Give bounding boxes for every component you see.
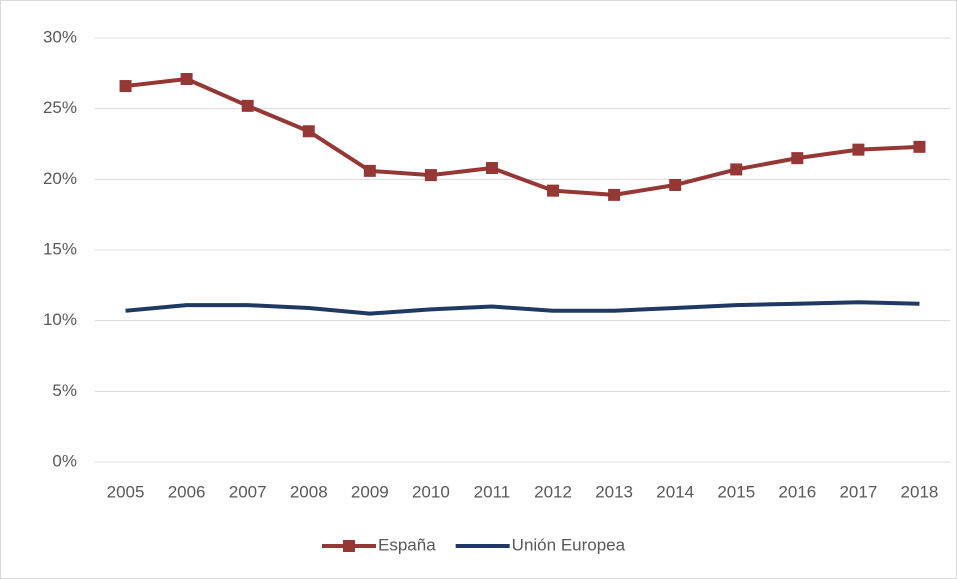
x-tick-label: 2007 (229, 482, 267, 501)
point-marker (608, 188, 621, 201)
x-tick-label: 2016 (778, 482, 816, 501)
x-tick-label: 2014 (656, 482, 694, 501)
y-tick-label: 30% (43, 27, 77, 46)
point-marker (241, 99, 254, 112)
x-tick-label: 2008 (290, 482, 328, 501)
point-marker (913, 140, 926, 153)
point-marker (485, 162, 498, 175)
x-tick-label: 2013 (595, 482, 633, 501)
x-tick-label: 2017 (839, 482, 877, 501)
x-tick-label: 2011 (474, 482, 511, 501)
legend-label: España (378, 535, 436, 554)
y-tick-label: 10% (43, 310, 77, 329)
y-tick-label: 5% (52, 381, 77, 400)
x-tick-label: 2018 (901, 482, 939, 501)
x-tick-label: 2015 (717, 482, 755, 501)
y-tick-label: 0% (52, 451, 77, 470)
point-marker (547, 184, 560, 197)
point-marker (730, 163, 743, 176)
x-tick-label: 2005 (107, 482, 145, 501)
point-marker (180, 72, 193, 85)
series-line (125, 76, 920, 197)
y-tick-label: 15% (43, 239, 77, 258)
x-tick-label: 2006 (168, 482, 206, 501)
x-tick-label: 2010 (412, 482, 450, 501)
series-line (125, 300, 920, 316)
point-marker (424, 169, 437, 182)
point-marker (363, 164, 376, 177)
point-marker (791, 152, 804, 165)
point-marker (669, 178, 682, 191)
x-tick-label: 2012 (534, 482, 572, 501)
point-marker (852, 143, 865, 156)
point-marker (119, 80, 132, 93)
legend-label: Unión Europea (512, 535, 626, 554)
x-tick-label: 2009 (351, 482, 389, 501)
y-tick-label: 20% (43, 169, 77, 188)
point-marker (302, 125, 315, 138)
y-tick-label: 25% (43, 98, 77, 117)
legend-marker (343, 540, 355, 552)
